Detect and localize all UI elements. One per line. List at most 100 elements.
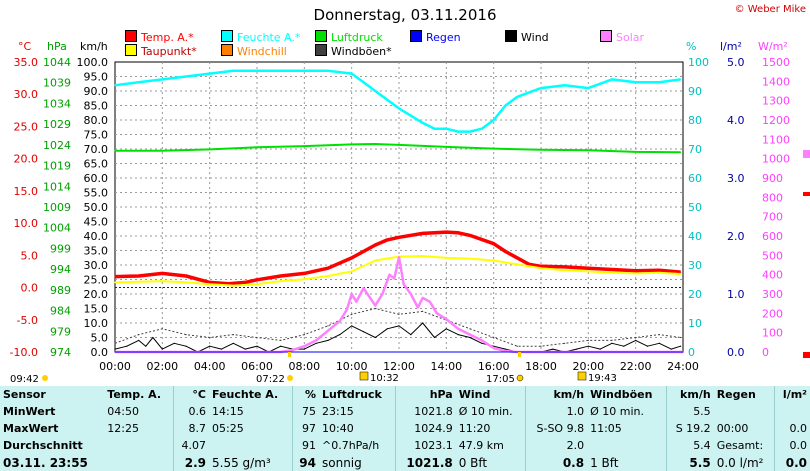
stats-cell: S 19.2 bbox=[665, 420, 714, 437]
data-point bbox=[564, 342, 566, 344]
edge-mark-pink bbox=[803, 150, 810, 158]
data-point bbox=[374, 305, 376, 307]
temp-tick-label: 0.0 bbox=[21, 282, 39, 295]
solar-tick-label: 900 bbox=[762, 172, 783, 185]
legend-item: Windböen* bbox=[315, 44, 392, 58]
pressure-tick-label: 979 bbox=[50, 325, 71, 338]
x-tick-label: 08:00 bbox=[288, 360, 320, 373]
legend-item: Taupunkt* bbox=[125, 44, 197, 58]
data-point bbox=[516, 96, 518, 98]
data-point bbox=[445, 257, 447, 259]
stats-row: Durchschnitt 4.07 91 ^0.7hPa/h 1023.1 47.9 km… bbox=[0, 437, 810, 454]
stats-cell: Durchschnitt bbox=[3, 439, 83, 452]
data-point bbox=[611, 339, 613, 341]
humidity-tick-label: 10 bbox=[688, 317, 702, 330]
data-point bbox=[457, 328, 459, 330]
data-point bbox=[138, 81, 140, 83]
legend-swatch bbox=[125, 30, 137, 42]
legend-item: Wind bbox=[505, 30, 549, 44]
data-point bbox=[232, 285, 234, 287]
stats-cell: Windböen bbox=[590, 388, 653, 401]
data-point bbox=[303, 348, 305, 350]
data-point bbox=[280, 339, 282, 341]
data-point bbox=[493, 336, 495, 339]
data-point bbox=[351, 325, 353, 327]
data-point bbox=[351, 143, 353, 146]
wind-tick-label: 60.0 bbox=[84, 172, 109, 185]
stats-cell: Sensor bbox=[3, 388, 46, 401]
data-point bbox=[433, 336, 436, 339]
data-point bbox=[587, 149, 589, 151]
data-point bbox=[256, 336, 258, 339]
stats-cell: 1021.8 bbox=[394, 403, 456, 420]
data-point bbox=[635, 272, 637, 274]
data-point bbox=[493, 147, 495, 150]
data-point bbox=[682, 351, 684, 353]
data-point bbox=[351, 73, 353, 75]
data-point bbox=[232, 334, 234, 336]
pressure-tick-label: 994 bbox=[50, 263, 71, 276]
data-point bbox=[680, 273, 682, 275]
stats-header-row: Sensor Temp. A. °C Feuchte A.% Luftdruck hPa W… bbox=[0, 386, 810, 403]
stats-cell bbox=[209, 437, 292, 454]
stats-cell: 5.4 bbox=[665, 437, 714, 454]
x-tick-label: 12:00 bbox=[383, 360, 415, 373]
stats-cell: 0.0 bbox=[774, 437, 810, 454]
stats-cell: 04:50 bbox=[107, 405, 139, 418]
data-point bbox=[114, 84, 116, 86]
data-point bbox=[587, 270, 589, 273]
temp-tick-label: -5.0 bbox=[17, 314, 38, 327]
stats-cell: 91 bbox=[291, 437, 319, 454]
moon-icon bbox=[359, 371, 369, 381]
stats-row: MinWert 04:50 0.6 14:15 75 23:15 1021.8 Ø 10 mi… bbox=[0, 403, 810, 420]
pressure-tick-label: 1029 bbox=[43, 118, 71, 131]
data-point bbox=[315, 342, 317, 344]
data-point bbox=[658, 81, 660, 83]
data-point bbox=[417, 306, 419, 309]
stats-cell bbox=[714, 403, 775, 420]
data-point bbox=[623, 345, 625, 347]
rain-tick-label: 0.0 bbox=[727, 346, 745, 359]
data-point bbox=[504, 250, 507, 253]
data-point bbox=[635, 151, 637, 153]
data-point bbox=[327, 330, 329, 332]
data-point bbox=[493, 259, 495, 262]
data-point bbox=[220, 348, 223, 350]
data-point bbox=[209, 345, 211, 347]
stats-cell: Regen bbox=[716, 388, 756, 401]
data-point bbox=[587, 267, 589, 269]
data-point bbox=[256, 345, 258, 347]
sunset-time: 17:05 bbox=[486, 374, 515, 385]
sun-icon bbox=[287, 375, 293, 381]
stats-cell bbox=[587, 437, 666, 454]
wind-tick-label: 35.0 bbox=[84, 245, 109, 258]
stats-cell: 1 Bft bbox=[590, 455, 619, 470]
x-tick-label: 16:00 bbox=[478, 360, 510, 373]
copyright-link[interactable]: © Weber Mike bbox=[734, 4, 806, 15]
wind-tick-label: 45.0 bbox=[84, 216, 109, 229]
data-point bbox=[114, 351, 116, 353]
chart-title: Donnerstag, 03.11.2016 bbox=[313, 6, 497, 24]
solar-tick-label: 1100 bbox=[762, 133, 790, 146]
wind-tick-label: 65.0 bbox=[84, 158, 109, 171]
stats-cell bbox=[104, 454, 173, 471]
stats-cell: 1024.9 bbox=[394, 420, 456, 437]
data-point bbox=[339, 320, 341, 322]
data-point bbox=[185, 345, 187, 347]
data-point bbox=[173, 342, 175, 344]
data-point bbox=[611, 342, 613, 344]
data-point bbox=[256, 70, 258, 72]
data-point bbox=[346, 308, 348, 311]
stats-cell: ^0.7hPa/h bbox=[322, 439, 380, 452]
data-point bbox=[327, 325, 329, 327]
data-point bbox=[469, 131, 471, 133]
stats-cell: 1021.8 bbox=[394, 454, 456, 471]
stats-cell: l/m² bbox=[774, 386, 810, 403]
data-point bbox=[469, 328, 471, 330]
humidity-tick-label: 30 bbox=[688, 259, 702, 272]
wind-tick-label: 100.0 bbox=[77, 56, 109, 69]
data-point bbox=[422, 122, 424, 124]
data-point bbox=[315, 339, 317, 341]
data-point bbox=[635, 81, 637, 83]
legend-item: Solar bbox=[600, 30, 644, 44]
